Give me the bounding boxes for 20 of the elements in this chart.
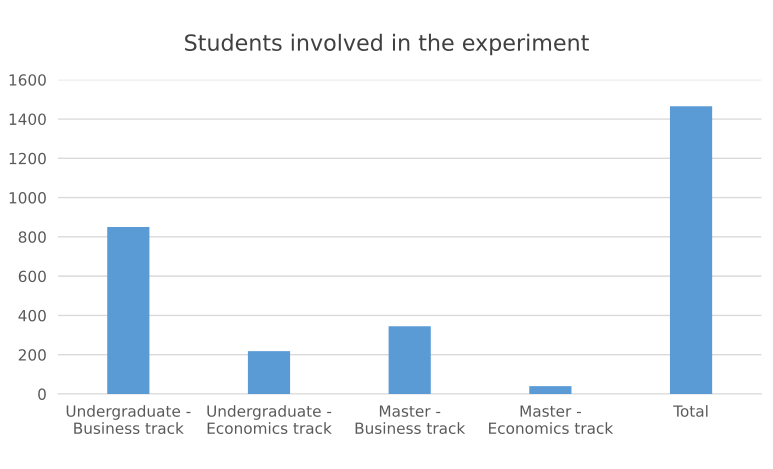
y-tick-label: 800 xyxy=(18,231,46,243)
x-tick-label: Undergraduate - Economics track xyxy=(207,405,332,434)
chart-title: Students involved in the experiment xyxy=(185,34,589,56)
bar xyxy=(248,351,290,394)
y-tick-label: 1400 xyxy=(10,113,46,126)
bar xyxy=(388,326,431,394)
y-tick-label: 200 xyxy=(18,349,46,361)
y-tick-label: 1000 xyxy=(10,192,46,204)
y-tick-label: 0 xyxy=(38,388,46,400)
y-tick-label: 400 xyxy=(18,310,46,322)
x-tick-label: Master - Business track xyxy=(356,406,466,434)
y-tick-label: 600 xyxy=(18,270,46,282)
y-tick-label: 1600 xyxy=(10,74,46,86)
bar xyxy=(529,386,572,394)
x-tick-label: Master - Economics track xyxy=(489,406,614,434)
x-tick-label: Total xyxy=(673,405,708,417)
bar xyxy=(107,227,150,394)
y-tick-label: 1200 xyxy=(10,152,46,164)
bar xyxy=(670,106,712,394)
x-tick-label: Undergraduate - Business track xyxy=(66,405,190,434)
